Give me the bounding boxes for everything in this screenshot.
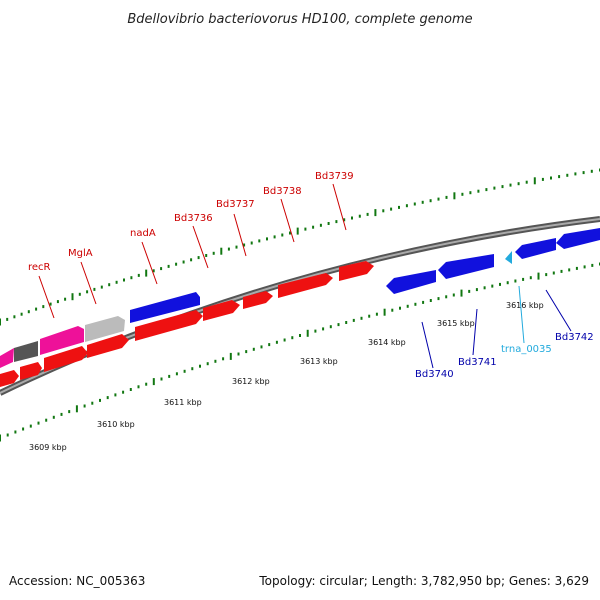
kbp-labels: 3609 kbp 3610 kbp 3611 kbp 3612 kbp 3613… [29,301,544,452]
gene-label-bd3740: Bd3740 [415,369,454,380]
kbp-label: 3615 kbp [437,319,475,328]
gene-arrow-red [0,370,19,387]
gene-arrow-bd3741 [438,254,494,279]
gene-arrow-recr [40,326,84,355]
gene-forward-row-outer [0,292,200,368]
gene-arrow-bd3736 [203,300,240,321]
genome-summary-text: Topology: circular; Length: 3,782,950 bp… [259,574,589,588]
leader-mgla [80,261,97,305]
gene-arrow-bd3737 [243,291,273,309]
gene-arrow-bd3742 [515,238,556,259]
gene-arrow-red [20,362,42,380]
lower-tick-track [0,262,600,442]
leader-bd3739 [332,183,347,231]
gene-label-bd3736: Bd3736 [174,213,213,224]
gene-label-bd3738: Bd3738 [263,186,302,197]
accession-text: Accession: NC_005363 [9,574,146,588]
leader-recr [38,275,55,319]
kbp-label: 3612 kbp [232,377,270,386]
gene-label-recr: recR [28,262,51,273]
kbp-label: 3614 kbp [368,338,406,347]
gene-arrow-mgla [85,316,125,342]
leader-bd3740 [421,321,434,369]
upper-tick-track [0,168,600,326]
map-title: Bdellovibrio bacteriovorus HD100, comple… [127,12,472,27]
gene-arrow-red [135,310,203,341]
gene-forward-row-inner [0,261,374,387]
kbp-label: 3613 kbp [300,357,338,366]
gene-arrow-bd3738 [278,273,333,298]
gene-label-bd3737: Bd3737 [216,199,255,210]
gene-arrow-red [44,346,88,372]
gene-arrow-dark-grey [0,348,14,368]
gene-labels: recR MglA nadA Bd3736 Bd3737 Bd3738 Bd37… [28,171,594,380]
gene-label-bd3741: Bd3741 [458,357,497,368]
leader-bd3738 [280,198,295,243]
gene-label-leaders [38,183,572,369]
kbp-label: 3610 kbp [97,420,135,429]
gene-arrow-nada [130,292,200,323]
leader-bd3741 [472,308,478,356]
gene-label-nada: nadA [130,228,156,239]
gene-label-trna-0035: trna_0035 [501,344,552,355]
leader-nada [141,241,158,285]
leader-trna-0035 [518,285,525,344]
gene-label-bd3742: Bd3742 [555,332,594,343]
gene-arrow-trna-0035 [505,251,512,264]
gene-arrow-bd3740 [386,270,436,294]
gene-arrow-blue [556,228,600,249]
gene-reverse-row [386,228,600,294]
leader-bd3742 [545,289,572,332]
leader-bd3737 [233,213,247,257]
gene-track [0,228,600,387]
gene-label-bd3739: Bd3739 [315,171,354,182]
gene-label-mgla: MglA [68,248,93,259]
gene-arrow-bd3739 [339,261,374,281]
gene-arrow-dark-grey [14,341,38,362]
leader-bd3736 [192,225,209,269]
gene-arrow-red [87,334,129,358]
kbp-label: 3616 kbp [506,301,544,310]
kbp-label: 3609 kbp [29,443,67,452]
kbp-label: 3611 kbp [164,398,202,407]
